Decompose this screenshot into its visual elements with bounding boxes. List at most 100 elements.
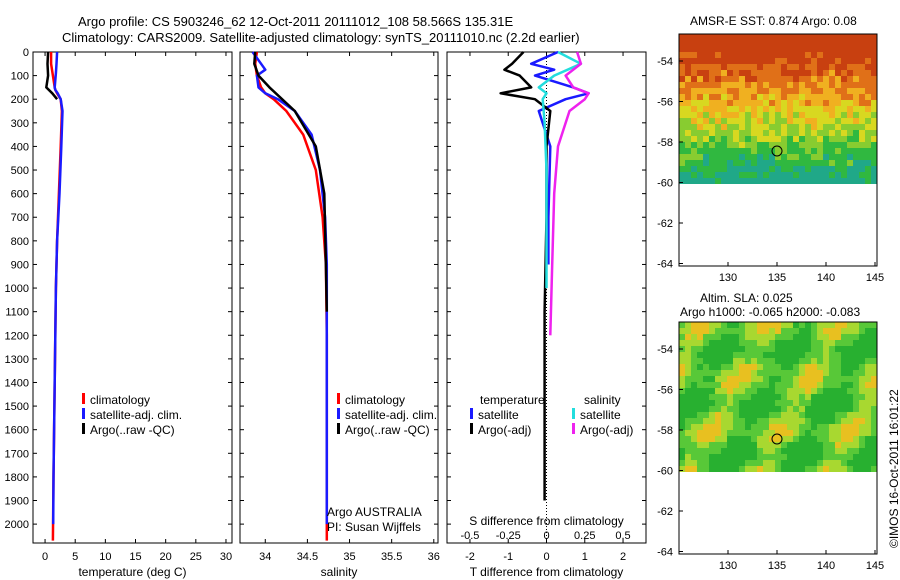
map-cell	[769, 46, 775, 52]
map-cell	[697, 106, 703, 112]
map-cell	[679, 136, 685, 142]
map-cell	[757, 136, 763, 142]
map-cell	[805, 178, 811, 184]
map-cell	[757, 76, 763, 82]
map-cell	[679, 364, 685, 370]
map-cell	[865, 388, 871, 394]
map-y-tick-label: -64	[657, 259, 673, 271]
map-cell	[835, 448, 841, 454]
x-axis-label: temperature (deg C)	[78, 565, 186, 579]
map-cell	[829, 460, 835, 466]
map-cell	[847, 430, 853, 436]
map-cell	[715, 358, 721, 364]
map-cell	[859, 124, 865, 130]
map-cell	[739, 52, 745, 58]
map-cell	[691, 76, 697, 82]
map-cell	[763, 34, 769, 40]
map-cell	[733, 364, 739, 370]
map-cell	[865, 406, 871, 412]
map-cell	[685, 346, 691, 352]
map-cell	[745, 58, 751, 64]
map-cell	[709, 430, 715, 436]
map-cell	[829, 64, 835, 70]
map-cell	[817, 154, 823, 160]
map-cell	[751, 118, 757, 124]
map-cell	[793, 460, 799, 466]
map-cell	[793, 46, 799, 52]
map-cell	[805, 166, 811, 172]
map-cell	[871, 70, 877, 76]
map-cell	[757, 142, 763, 148]
map-cell	[679, 388, 685, 394]
map-cell	[727, 34, 733, 40]
map-cell	[685, 82, 691, 88]
map-cell	[697, 418, 703, 424]
map-cell	[853, 58, 859, 64]
map-cell	[817, 448, 823, 454]
map-cell	[751, 34, 757, 40]
map-cell	[775, 82, 781, 88]
map-cell	[781, 346, 787, 352]
map-cell	[781, 34, 787, 40]
map-cell	[769, 94, 775, 100]
map-cell	[769, 442, 775, 448]
map-cell	[721, 376, 727, 382]
map-cell	[763, 460, 769, 466]
map-cell	[841, 154, 847, 160]
map-cell	[781, 388, 787, 394]
x-tick-label: 25	[190, 551, 202, 563]
map-cell	[823, 130, 829, 136]
map-cell	[739, 172, 745, 178]
map-cell	[817, 166, 823, 172]
map-cell	[691, 436, 697, 442]
map-cell	[853, 154, 859, 160]
map-cell	[817, 70, 823, 76]
map-cell	[739, 364, 745, 370]
map-cell	[793, 442, 799, 448]
map-cell	[781, 172, 787, 178]
map-cell	[739, 64, 745, 70]
map-cell	[685, 388, 691, 394]
map-cell	[733, 118, 739, 124]
map-cell	[871, 154, 877, 160]
map-cell	[769, 178, 775, 184]
map-cell	[817, 436, 823, 442]
map-cell	[805, 88, 811, 94]
map-cell	[829, 154, 835, 160]
map-cell	[781, 466, 787, 472]
map-cell	[793, 364, 799, 370]
map-cell	[823, 466, 829, 472]
map-cell	[697, 400, 703, 406]
map-cell	[871, 358, 877, 364]
map-cell	[859, 406, 865, 412]
map-cell	[691, 118, 697, 124]
map-cell	[829, 130, 835, 136]
map-cell	[733, 124, 739, 130]
map-cell	[781, 118, 787, 124]
map-cell	[811, 178, 817, 184]
map-cell	[811, 340, 817, 346]
map-cell	[733, 334, 739, 340]
map-cell	[745, 100, 751, 106]
map-cell	[817, 388, 823, 394]
map-cell	[787, 82, 793, 88]
legend-item-argo: Argo(..raw -QC)	[82, 423, 182, 438]
map-cell	[703, 106, 709, 112]
map-cell	[793, 100, 799, 106]
map-cell	[745, 418, 751, 424]
map-cell	[727, 118, 733, 124]
map-cell	[841, 394, 847, 400]
map-cell	[781, 412, 787, 418]
map-cell	[745, 88, 751, 94]
map-cell	[721, 358, 727, 364]
map-cell	[721, 466, 727, 472]
map-cell	[679, 412, 685, 418]
map-cell	[817, 334, 823, 340]
map-cell	[757, 358, 763, 364]
map-cell	[757, 52, 763, 58]
map-cell	[709, 94, 715, 100]
map-cell	[859, 166, 865, 172]
map-cell	[721, 124, 727, 130]
map-cell	[745, 370, 751, 376]
map-cell	[685, 130, 691, 136]
